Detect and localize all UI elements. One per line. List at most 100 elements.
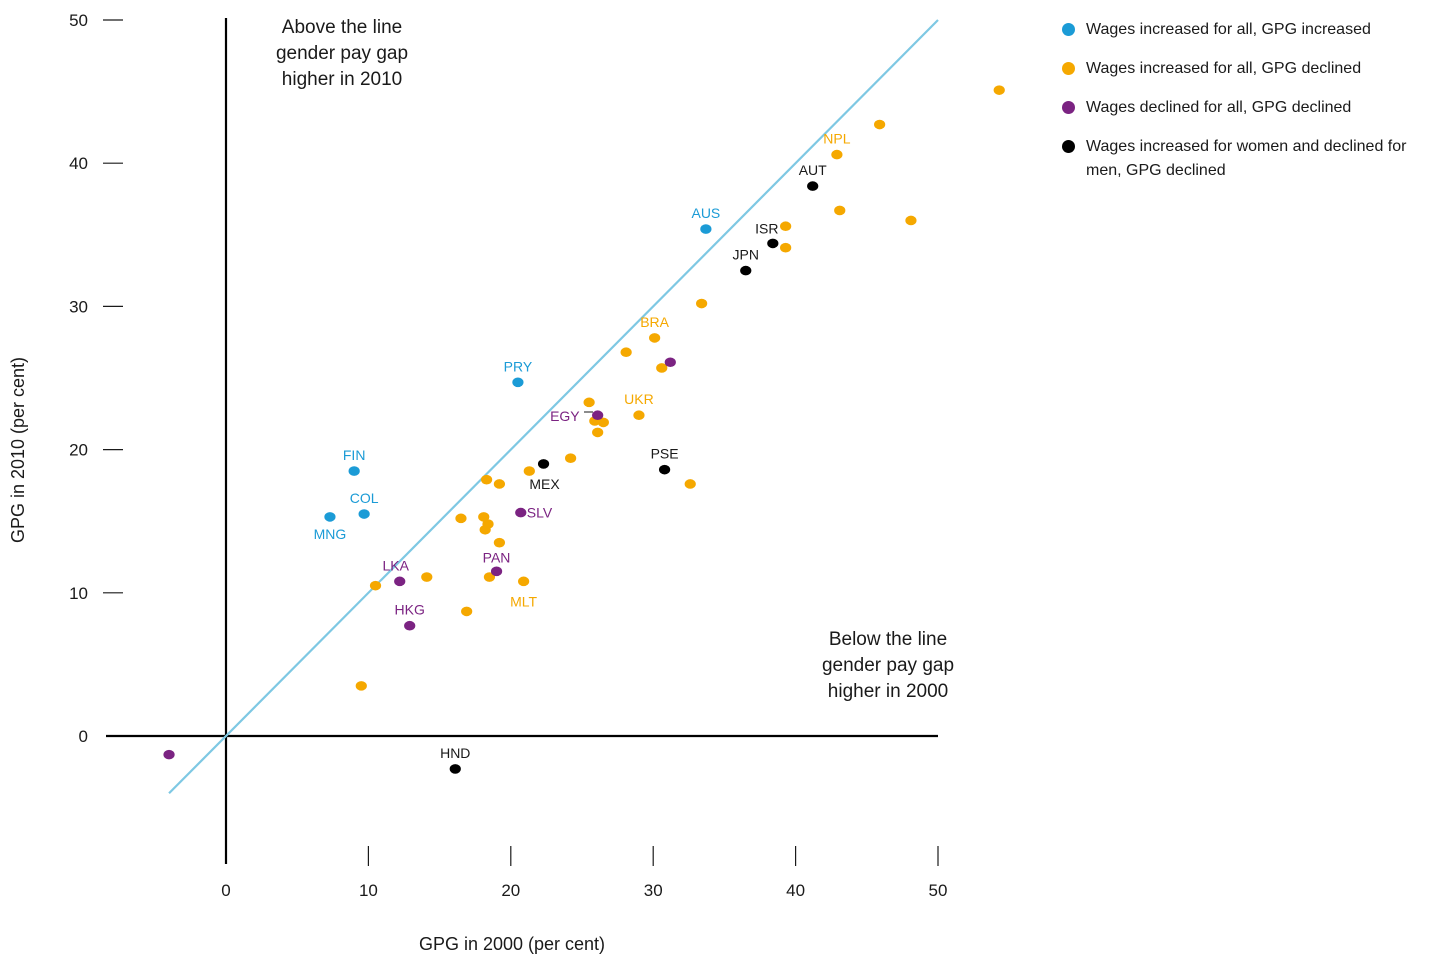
- point-label-aus: AUS: [691, 205, 720, 221]
- data-point-slv: [515, 507, 527, 518]
- annotation-above-line-2: gender pay gap: [276, 43, 408, 64]
- data-point: [461, 606, 473, 617]
- data-point: [993, 85, 1005, 95]
- legend-swatch-purple: [1062, 101, 1075, 114]
- data-point: [493, 537, 506, 548]
- point-label-egy: EGY: [550, 408, 580, 424]
- data-point: [493, 479, 506, 489]
- data-point: [421, 572, 433, 582]
- data-point-pry: [512, 377, 524, 388]
- reference-diagonal-line: [168, 19, 939, 795]
- point-label-mng: MNG: [314, 526, 347, 542]
- point-label-slv: SLV: [527, 505, 553, 521]
- x-tick-label: 0: [221, 881, 230, 900]
- data-point-mng: [324, 512, 336, 522]
- data-point: [905, 215, 917, 226]
- data-point: [583, 397, 595, 408]
- x-tick-label: 40: [786, 881, 805, 900]
- data-point: [478, 512, 490, 522]
- point-label-hnd: HND: [440, 745, 470, 761]
- data-point-mlt: [518, 576, 530, 587]
- data-point-hkg: [404, 620, 416, 631]
- data-point: [480, 474, 493, 485]
- legend-label: Wages increased for all, GPG declined: [1086, 60, 1362, 77]
- data-point: [369, 580, 382, 591]
- point-label-pry: PRY: [504, 358, 533, 374]
- legend-item-women-up-men-down: Wages increased for women and declined f…: [1062, 135, 1427, 183]
- data-point-aut: [807, 181, 819, 191]
- annotation-above-line-3: higher in 2010: [282, 69, 402, 90]
- data-point: [355, 681, 367, 691]
- y-tick-label: 10: [69, 584, 88, 603]
- legend-item-increased-all-gpg-declined: Wages increased for all, GPG declined: [1062, 57, 1427, 81]
- point-label-lka: LKA: [382, 557, 409, 573]
- data-point-npl: [831, 149, 843, 160]
- data-point: [597, 417, 609, 428]
- point-label-fin: FIN: [343, 447, 366, 463]
- data-point: [163, 749, 175, 760]
- data-point-isr: [767, 238, 779, 249]
- data-point-ukr: [633, 410, 645, 421]
- annotation-below-line-1: Below the line: [829, 629, 947, 650]
- point-labels-layer: AUS PRY FIN COL MNG NPL BRA UKR MLT EGY SLV PAN LKA H…: [314, 131, 851, 761]
- data-point: [479, 524, 491, 535]
- data-point: [620, 347, 632, 358]
- y-tick-label: 50: [69, 11, 88, 30]
- point-label-mlt: MLT: [510, 593, 537, 609]
- data-point: [874, 119, 886, 130]
- data-point: [483, 572, 496, 582]
- data-point-egy: [592, 410, 604, 421]
- x-tick-label: 30: [644, 881, 663, 900]
- y-axis-title: GPG in 2010 (per cent): [8, 357, 28, 543]
- data-point: [684, 479, 696, 489]
- y-tick-label: 0: [79, 727, 88, 746]
- legend-item-increased-all-gpg-increased: Wages increased for all, GPG increased: [1062, 18, 1427, 42]
- data-point: [565, 453, 577, 463]
- data-point: [455, 513, 467, 524]
- legend-item-declined-all-gpg-declined: Wages declined for all, GPG declined: [1062, 96, 1427, 120]
- legend-swatch-blue: [1062, 23, 1075, 36]
- data-point: [696, 298, 708, 309]
- data-point-lka: [394, 576, 406, 587]
- data-point-bra: [649, 333, 661, 343]
- ticks-layer: 0 10 20 30 40 50 0 10 20 30 40 50: [69, 11, 947, 900]
- annotation-above-line-1: Above the line: [282, 17, 402, 38]
- x-tick-label: 20: [501, 881, 520, 900]
- legend: Wages increased for all, GPG increased W…: [1062, 18, 1427, 198]
- point-label-bra: BRA: [640, 314, 669, 330]
- legend-swatch-orange: [1062, 62, 1075, 75]
- x-tick-label: 10: [359, 881, 378, 900]
- annotation-below-line-2: gender pay gap: [822, 655, 954, 676]
- data-point: [523, 466, 535, 476]
- x-tick-label: 50: [929, 881, 948, 900]
- point-label-ukr: UKR: [624, 391, 654, 407]
- point-label-pan: PAN: [483, 549, 511, 565]
- data-point-col: [358, 509, 370, 519]
- data-point: [664, 357, 676, 368]
- data-point-hnd: [449, 764, 461, 774]
- point-label-aut: AUT: [799, 162, 827, 178]
- legend-swatch-black: [1062, 140, 1075, 153]
- data-point: [780, 242, 792, 253]
- data-point-jpn: [740, 265, 752, 276]
- data-point-aus: [700, 224, 712, 234]
- data-point: [656, 363, 668, 373]
- data-point: [834, 205, 846, 216]
- point-label-isr: ISR: [755, 220, 778, 236]
- data-point-pan: [490, 566, 503, 577]
- point-label-mex: MEX: [529, 476, 560, 492]
- legend-label: Wages increased for women and declined f…: [1086, 138, 1407, 179]
- y-tick-label: 20: [69, 441, 88, 460]
- point-label-hkg: HKG: [395, 602, 425, 618]
- annotation-below-line-3: higher in 2000: [828, 681, 948, 702]
- legend-label: Wages declined for all, GPG declined: [1086, 99, 1352, 116]
- point-label-npl: NPL: [823, 131, 850, 147]
- point-label-col: COL: [350, 490, 379, 506]
- data-point-mex: [537, 459, 550, 469]
- data-point-pse: [658, 464, 671, 475]
- y-tick-label: 40: [69, 154, 88, 173]
- points-layer: [163, 85, 1005, 774]
- point-label-pse: PSE: [651, 446, 679, 462]
- data-point: [780, 221, 792, 232]
